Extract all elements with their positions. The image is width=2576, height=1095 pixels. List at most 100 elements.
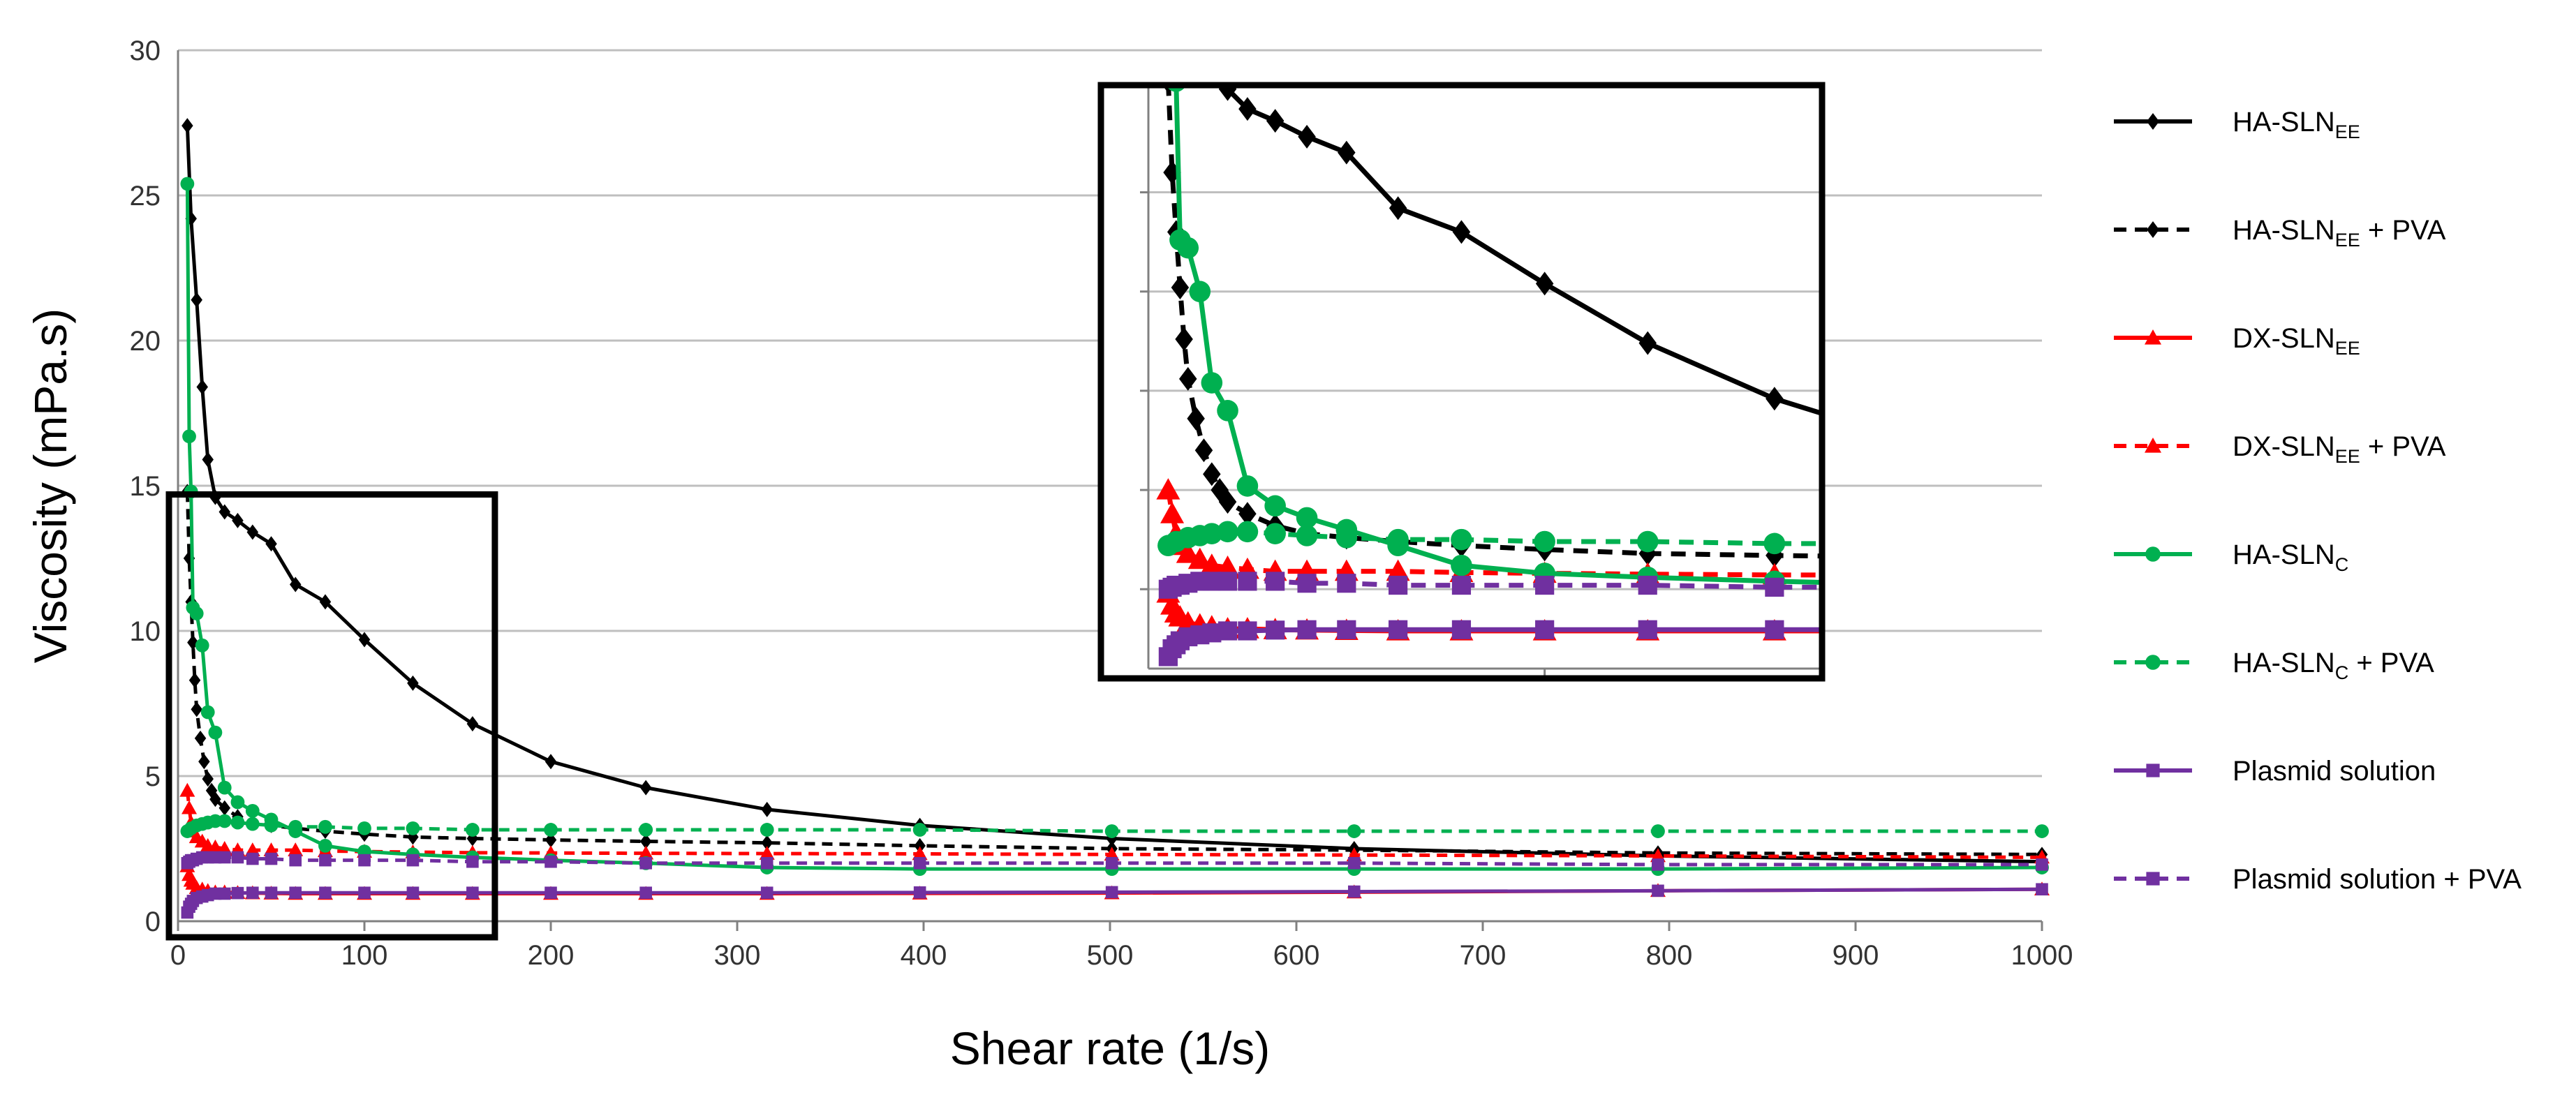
x-tick-label: 1000 <box>2011 940 2073 971</box>
inset-data-point <box>1535 620 1555 639</box>
inset-data-point <box>1930 574 1952 596</box>
inset-data-point <box>1451 575 1472 595</box>
legend-label: HA-SLNEE + PVA <box>2233 215 2446 251</box>
legend-subscript: C <box>2335 554 2349 575</box>
main-data-point <box>357 821 371 835</box>
legend-label: Plasmid solution <box>2233 756 2436 787</box>
main-data-point <box>912 846 928 861</box>
inset-data-point <box>2132 579 2154 600</box>
legend-label: Plasmid solution + PVA <box>2233 864 2522 895</box>
inset-data-point <box>1297 620 1317 639</box>
inset-data-point <box>1638 575 1657 595</box>
main-data-point <box>466 716 479 732</box>
legend-item: Plasmid solution <box>2114 756 2436 787</box>
inset-data-point <box>1389 575 1408 595</box>
main-data-point <box>219 800 230 816</box>
inset-data-point <box>2390 533 2411 555</box>
main-data-point <box>1105 886 1118 899</box>
inset-data-point <box>1638 331 1657 355</box>
inset-data-point <box>2392 504 2410 528</box>
inset-data-point <box>2131 619 2155 641</box>
main-data-point <box>217 814 232 828</box>
y-tick-label: 5 <box>145 761 161 792</box>
inset-data-point <box>1387 528 1409 551</box>
main-data-point <box>319 854 332 867</box>
main-data-point <box>189 606 204 620</box>
legend-marker <box>2147 221 2159 238</box>
x-tick-label: 100 <box>341 940 388 971</box>
inset-data-point <box>1217 400 1238 422</box>
x-tick-label: 700 <box>1460 940 1507 971</box>
main-data-point <box>230 815 245 830</box>
main-data-point <box>319 886 332 900</box>
inset-frame <box>1097 82 1826 682</box>
legend-item: HA-SLNC <box>2114 539 2348 575</box>
legend-item: Plasmid solution + PVA <box>2114 864 2522 895</box>
inset-data-point <box>1389 620 1408 639</box>
main-data-point <box>318 819 332 834</box>
inset-data-point <box>1338 140 1356 165</box>
inset-data-point <box>1765 577 1784 597</box>
inset-data-point <box>1636 530 1659 553</box>
inset-data-point <box>1187 406 1205 431</box>
main-data-point <box>1105 857 1118 870</box>
main-data-point <box>194 730 207 746</box>
main-series-line <box>185 491 2043 856</box>
inset-data-point <box>2391 580 2410 599</box>
inset-data-point <box>2133 580 2152 599</box>
inset-data-point <box>1335 527 1358 549</box>
main-data-point <box>358 886 371 900</box>
main-data-point <box>219 504 230 520</box>
legend-suffix: + PVA <box>2360 431 2446 462</box>
zoom-region-box <box>165 491 498 941</box>
inset-data-point <box>1238 621 1257 641</box>
inset-data-point <box>1266 620 1285 640</box>
main-data-point <box>913 857 926 870</box>
main-data-point <box>638 845 654 860</box>
main-data-point <box>208 725 223 740</box>
inset-data-point <box>2389 564 2413 586</box>
main-data-point <box>639 857 652 870</box>
inset-data-point <box>1218 85 1237 101</box>
inset-series-5 <box>1157 521 2411 557</box>
main-data-point <box>188 672 201 688</box>
y-tick-label: 20 <box>130 326 161 357</box>
inset-data-point <box>1217 572 1238 591</box>
inset-data-point <box>1236 521 1259 543</box>
main-data-point <box>1652 858 1664 871</box>
x-tick-label: 600 <box>1273 940 1320 971</box>
inset-data-point <box>1389 196 1407 221</box>
inset-data-point <box>1766 387 1784 411</box>
y-axis-title: Viscosity (mPa.s) <box>24 308 76 664</box>
main-data-point <box>289 576 302 593</box>
legend-name: HA-SLN <box>2233 107 2335 137</box>
series-group <box>179 118 2050 919</box>
legend-item: HA-SLNC + PVA <box>2114 648 2434 683</box>
y-tick-label: 15 <box>130 471 161 502</box>
inset-data-point <box>1264 523 1286 544</box>
main-data-point <box>182 429 196 444</box>
inset-series-6 <box>1158 620 2410 666</box>
main-data-point <box>207 839 223 854</box>
inset-data-point <box>1177 237 1199 259</box>
inset-data-point <box>1932 620 1950 639</box>
main-data-point <box>466 886 479 900</box>
inset-data-point <box>2391 620 2410 639</box>
legend-item: HA-SLNEE + PVA <box>2114 215 2446 251</box>
inset-data-point <box>1156 478 1180 500</box>
main-data-point <box>180 177 195 191</box>
main-data-point <box>288 819 303 834</box>
main-data-point <box>198 754 210 770</box>
inset-data-point <box>1175 327 1193 351</box>
x-axis-title: Shear rate (1/s) <box>950 1022 1271 1074</box>
main-data-point <box>761 835 773 851</box>
main-data-point <box>265 536 277 552</box>
main-data-point <box>191 701 202 717</box>
legend-label: DX-SLNEE <box>2233 323 2360 359</box>
legend-subscript: EE <box>2335 446 2360 467</box>
inset-data-point <box>1217 621 1238 641</box>
main-data-point <box>2036 858 2048 871</box>
main-data-point <box>545 855 557 868</box>
main-data-point <box>289 886 302 900</box>
